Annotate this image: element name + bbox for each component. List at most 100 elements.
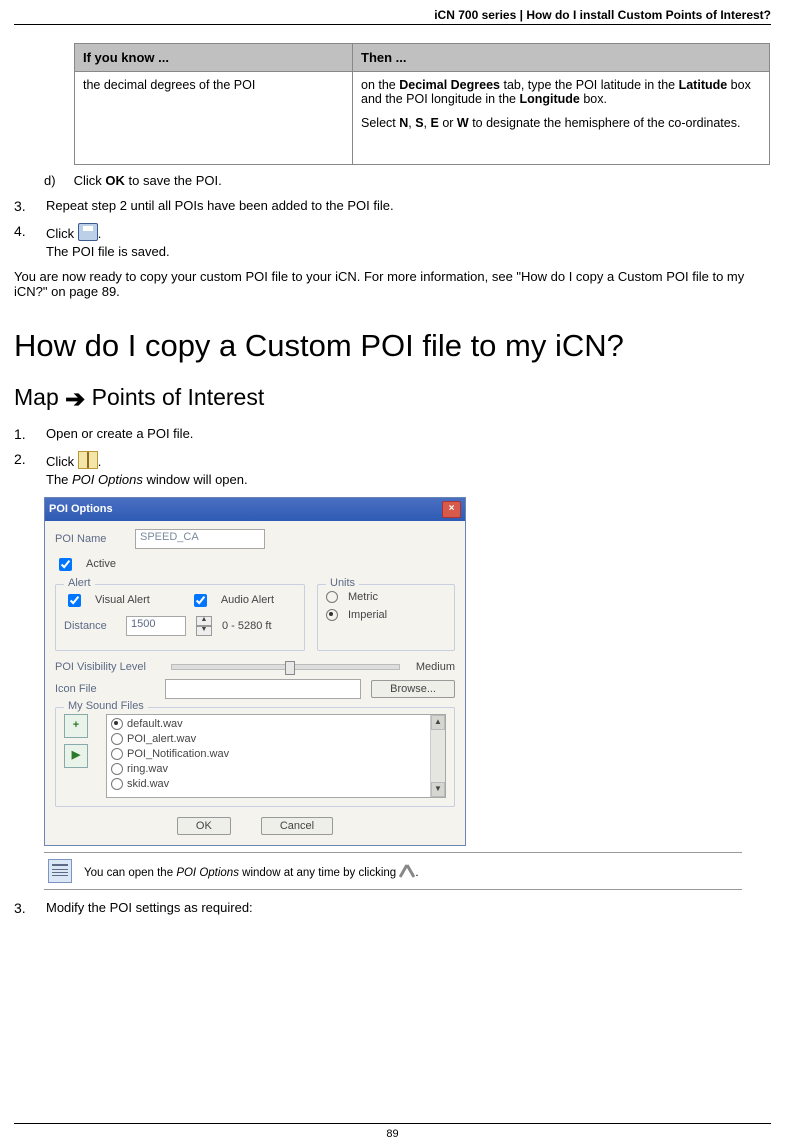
substep-letter: d) bbox=[44, 173, 70, 188]
spinner-up-icon[interactable]: ▲ bbox=[196, 616, 212, 626]
sound-files-legend: My Sound Files bbox=[64, 700, 148, 712]
visibility-slider[interactable] bbox=[171, 664, 400, 670]
header-series: iCN 700 series bbox=[434, 8, 516, 22]
table-cell-if: the decimal degrees of the POI bbox=[75, 72, 353, 165]
text-bold: S bbox=[415, 116, 423, 130]
text: tab, type the POI latitude in the bbox=[500, 78, 679, 92]
poi-name-input[interactable]: SPEED_CA bbox=[135, 529, 265, 549]
active-label: Active bbox=[86, 558, 116, 570]
text-bold: W bbox=[457, 116, 469, 130]
units-legend: Units bbox=[326, 577, 359, 589]
step-3: 3. Repeat step 2 until all POIs have bee… bbox=[14, 198, 771, 213]
window-titlebar: POI Options × bbox=[45, 498, 465, 521]
text: Click bbox=[74, 173, 106, 188]
header-question-bold: Custom Points of Interest? bbox=[618, 8, 771, 22]
text: You can open the bbox=[84, 867, 176, 879]
text: Select bbox=[361, 116, 399, 130]
scroll-up-icon[interactable]: ▲ bbox=[431, 715, 445, 730]
table-header-then: Then ... bbox=[353, 44, 770, 72]
imperial-radio[interactable] bbox=[326, 609, 338, 621]
text: to designate the hemisphere of the co-or… bbox=[469, 116, 741, 130]
table-cell-then: on the Decimal Degrees tab, type the POI… bbox=[353, 72, 770, 165]
text: or bbox=[439, 116, 457, 130]
audio-alert-checkbox[interactable] bbox=[194, 594, 207, 607]
text: Points of Interest bbox=[85, 384, 264, 410]
add-sound-button[interactable]: + bbox=[64, 714, 88, 738]
list-item[interactable]: POI_alert.wav bbox=[111, 732, 441, 747]
close-button[interactable]: × bbox=[442, 501, 461, 518]
window-title: POI Options bbox=[49, 503, 113, 515]
page-number: 89 bbox=[386, 1128, 398, 1140]
units-group: Units Metric Imperial bbox=[317, 584, 455, 651]
text: to save the POI. bbox=[125, 173, 222, 188]
distance-spinner[interactable]: ▲ ▼ bbox=[196, 616, 212, 636]
poi-options-window: POI Options × POI Name SPEED_CA Active A… bbox=[44, 497, 466, 846]
step-number: 3. bbox=[14, 198, 26, 214]
decision-table: If you know ... Then ... the decimal deg… bbox=[74, 43, 770, 165]
text-bold: Longitude bbox=[519, 92, 579, 106]
alert-group: Alert Visual Alert Audio Alert Distance … bbox=[55, 584, 305, 651]
cancel-button[interactable]: Cancel bbox=[261, 817, 333, 835]
icon-file-input[interactable] bbox=[165, 679, 361, 699]
step-4: 4. Click . The POI file is saved. bbox=[14, 223, 771, 259]
imperial-label: Imperial bbox=[348, 609, 387, 621]
substep-d: d) Click OK to save the POI. bbox=[44, 173, 771, 188]
list-item[interactable]: skid.wav bbox=[111, 777, 441, 792]
list-item[interactable]: ring.wav bbox=[111, 762, 441, 777]
sound-file-list[interactable]: default.wav POI_alert.wav POI_Notificati… bbox=[106, 714, 446, 798]
ok-button[interactable]: OK bbox=[177, 817, 231, 835]
visibility-label: POI Visibility Level bbox=[55, 661, 155, 673]
text: Map bbox=[14, 384, 65, 410]
step-text: Modify the POI settings as required: bbox=[46, 900, 253, 915]
browse-button[interactable]: Browse... bbox=[371, 680, 455, 698]
step-3b: 3. Modify the POI settings as required: bbox=[14, 900, 771, 915]
text: Click bbox=[46, 454, 78, 469]
file-name: POI_Notification.wav bbox=[127, 748, 229, 760]
file-name: POI_alert.wav bbox=[127, 733, 196, 745]
text-bold: E bbox=[431, 116, 439, 130]
text: . bbox=[98, 454, 102, 469]
note-icon bbox=[48, 859, 72, 883]
arrow-icon: ➔ bbox=[65, 386, 85, 413]
breadcrumb-path: Map ➔ Points of Interest bbox=[14, 384, 771, 414]
metric-radio[interactable] bbox=[326, 591, 338, 603]
file-name: default.wav bbox=[127, 718, 183, 730]
text-italic: POI Options bbox=[176, 867, 239, 879]
scrollbar[interactable]: ▲ ▼ bbox=[430, 715, 445, 797]
active-checkbox[interactable] bbox=[59, 558, 72, 571]
icon-file-label: Icon File bbox=[55, 683, 155, 695]
step-1: 1. Open or create a POI file. bbox=[14, 426, 771, 441]
scroll-down-icon[interactable]: ▼ bbox=[431, 782, 445, 797]
text: window at any time by clicking bbox=[239, 867, 399, 879]
text-italic: POI Options bbox=[72, 472, 143, 487]
metric-label: Metric bbox=[348, 591, 378, 603]
text: . bbox=[98, 226, 102, 241]
distance-label: Distance bbox=[64, 620, 116, 632]
file-name: skid.wav bbox=[127, 778, 169, 790]
alert-legend: Alert bbox=[64, 577, 95, 589]
table-header-if: If you know ... bbox=[75, 44, 353, 72]
text: on the bbox=[361, 78, 399, 92]
step-text: Open or create a POI file. bbox=[46, 426, 193, 441]
step-subtext: The POI file is saved. bbox=[46, 244, 771, 259]
step-number: 4. bbox=[14, 223, 26, 239]
list-item[interactable]: POI_Notification.wav bbox=[111, 747, 441, 762]
step-number: 2. bbox=[14, 451, 26, 467]
text: The bbox=[46, 472, 72, 487]
save-icon bbox=[78, 223, 98, 241]
step-subtext: The POI Options window will open. bbox=[46, 472, 771, 487]
text: . bbox=[415, 867, 418, 879]
list-item[interactable]: default.wav bbox=[111, 717, 441, 732]
text: box. bbox=[580, 92, 607, 106]
text: , bbox=[424, 116, 431, 130]
visual-alert-checkbox[interactable] bbox=[68, 594, 81, 607]
page-footer: 89 bbox=[0, 1123, 785, 1140]
sound-files-group: My Sound Files + ▶ default.wav POI_alert… bbox=[55, 707, 455, 807]
spinner-down-icon[interactable]: ▼ bbox=[196, 626, 212, 636]
page-header: iCN 700 series | How do I install Custom… bbox=[14, 8, 771, 25]
visual-alert-label: Visual Alert bbox=[95, 594, 150, 606]
step-number: 1. bbox=[14, 426, 26, 442]
text-bold: N bbox=[399, 116, 408, 130]
play-sound-button[interactable]: ▶ bbox=[64, 744, 88, 768]
distance-input[interactable]: 1500 bbox=[126, 616, 186, 636]
